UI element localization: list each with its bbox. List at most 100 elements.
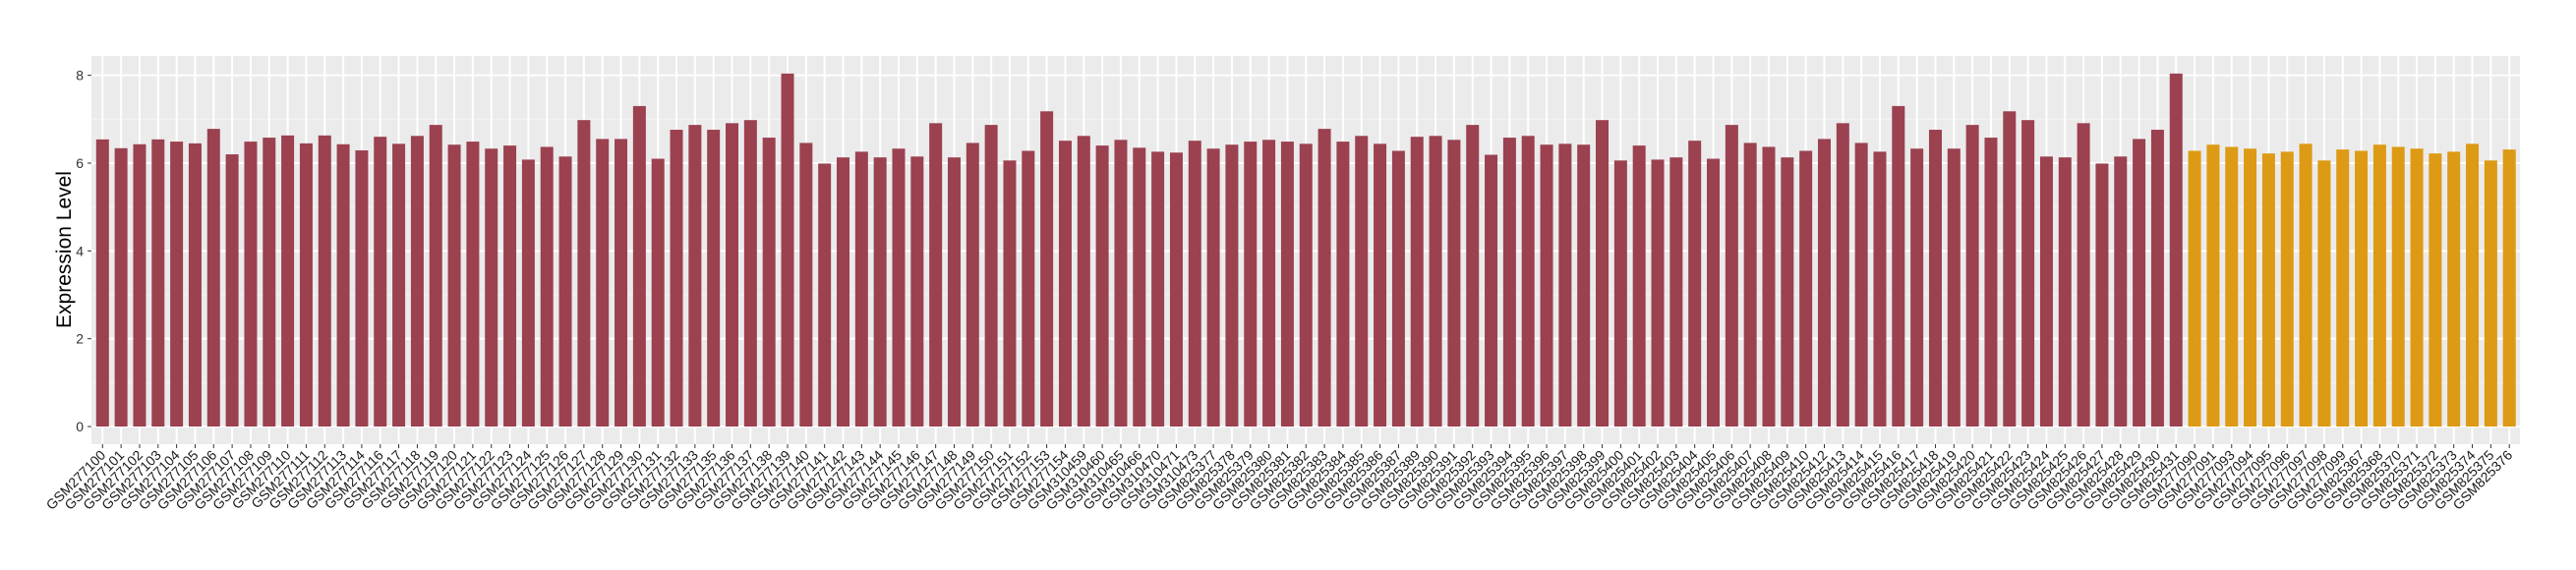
bar: [1262, 140, 1276, 427]
bar: [1114, 140, 1128, 427]
bar: [743, 120, 757, 427]
bar: [596, 139, 610, 427]
bar: [1206, 148, 1220, 428]
bar: [2429, 153, 2442, 428]
bar: [1299, 143, 1313, 427]
bar: [206, 129, 220, 428]
bar: [2410, 148, 2424, 428]
bar: [966, 142, 979, 427]
bar: [1095, 145, 1109, 427]
bar: [2317, 160, 2331, 427]
bar: [1947, 148, 1961, 428]
bar: [1799, 150, 1813, 427]
bar: [170, 142, 184, 427]
bar: [1336, 142, 1350, 427]
bar: [2225, 146, 2239, 428]
y-tick-label: 8: [76, 68, 84, 84]
bar: [1817, 139, 1831, 427]
bar: [1577, 144, 1591, 427]
bar: [225, 154, 239, 427]
bar: [2021, 120, 2035, 427]
bar: [726, 123, 739, 428]
bar: [2188, 150, 2201, 427]
bar: [1225, 144, 1239, 427]
bar: [540, 146, 554, 428]
bar: [133, 143, 146, 427]
bar: [1521, 136, 1535, 427]
bar: [1374, 143, 1387, 427]
bar: [1040, 111, 1054, 427]
bar: [688, 125, 702, 428]
y-tick-label: 2: [76, 331, 84, 347]
bar: [2502, 149, 2516, 427]
bar: [2244, 148, 2257, 428]
bar: [837, 157, 849, 427]
bar: [1725, 125, 1738, 428]
bar: [707, 130, 721, 427]
y-tick-label: 6: [76, 155, 84, 171]
bar: [854, 151, 868, 428]
bar: [1910, 148, 1924, 428]
bar: [1244, 142, 1258, 427]
bar: [1743, 142, 1757, 427]
bar: [615, 139, 628, 427]
bar: [1558, 143, 1572, 427]
bar: [1058, 141, 1072, 427]
bar: [2039, 156, 2053, 428]
bar: [632, 105, 646, 427]
bar: [892, 148, 906, 428]
bar: [1391, 150, 1405, 427]
bar: [2095, 163, 2109, 427]
bar: [910, 156, 924, 428]
bars: [95, 73, 2516, 428]
bar: [447, 144, 461, 427]
bar: [2169, 73, 2183, 427]
bar: [1077, 136, 1090, 427]
bar: [466, 142, 480, 427]
bar: [429, 125, 442, 428]
bar: [2355, 150, 2369, 427]
bar: [2133, 139, 2146, 427]
bar: [1688, 141, 1702, 427]
bar: [1892, 105, 1905, 427]
bar: [873, 157, 887, 427]
bar: [2391, 146, 2405, 428]
bar: [1169, 152, 1183, 427]
bar: [762, 138, 776, 427]
bar: [1317, 129, 1331, 428]
bar: [1836, 123, 1849, 428]
bar: [1188, 141, 1201, 427]
bar: [1613, 160, 1627, 427]
bar: [984, 125, 998, 428]
y-axis-title: Expression Level: [53, 171, 76, 328]
bar: [485, 148, 498, 428]
bar: [651, 158, 665, 427]
bar: [2447, 151, 2461, 428]
bar: [1632, 145, 1646, 427]
bar: [2336, 149, 2350, 427]
bar: [558, 156, 572, 428]
bar: [2150, 130, 2164, 427]
bar: [95, 139, 109, 427]
y-tick-label: 4: [76, 243, 84, 258]
bar: [374, 137, 387, 428]
bar: [1022, 150, 1035, 427]
bar: [263, 138, 276, 427]
bar: [2003, 111, 2017, 427]
y-tick-label: 0: [76, 419, 84, 434]
bar: [781, 73, 794, 427]
bar: [1133, 147, 1146, 427]
bar: [188, 142, 202, 428]
bar: [1540, 144, 1553, 427]
bar: [1410, 137, 1424, 428]
bar: [799, 142, 813, 427]
bar: [1466, 125, 1480, 428]
bar: [1280, 142, 1294, 427]
bar: [392, 143, 406, 427]
bar: [1669, 157, 1683, 427]
bar: [1596, 120, 1610, 427]
x-axis: GSM277100GSM277101GSM277102GSM277103GSM2…: [43, 444, 2515, 513]
bar: [299, 142, 313, 428]
bar: [2484, 160, 2497, 427]
